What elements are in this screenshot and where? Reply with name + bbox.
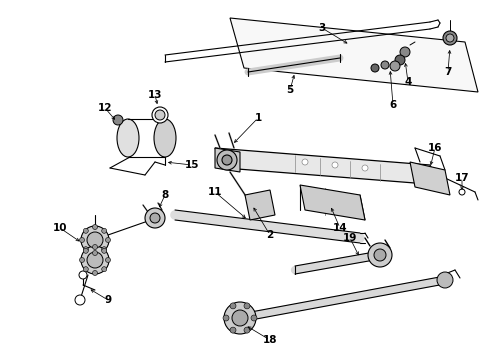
Circle shape [83,228,88,233]
Circle shape [81,226,109,254]
Circle shape [102,228,107,233]
Text: 10: 10 [53,223,67,233]
Text: 15: 15 [185,160,199,170]
Circle shape [302,159,308,165]
Circle shape [102,267,107,272]
Circle shape [102,248,107,253]
Text: 1: 1 [254,113,262,123]
Circle shape [332,162,338,168]
Text: 8: 8 [161,190,169,200]
Circle shape [93,225,98,230]
Circle shape [400,47,410,57]
Circle shape [374,249,386,261]
Circle shape [79,271,87,279]
Circle shape [81,246,109,274]
Circle shape [230,303,236,309]
Circle shape [87,232,103,248]
Circle shape [437,272,453,288]
Text: 6: 6 [390,100,396,110]
Circle shape [443,31,457,45]
Polygon shape [245,190,275,220]
Ellipse shape [154,119,176,157]
Text: 17: 17 [455,173,469,183]
Circle shape [75,295,85,305]
Text: 19: 19 [343,233,357,243]
Circle shape [102,247,107,252]
Text: 2: 2 [267,230,273,240]
Text: 13: 13 [148,90,162,100]
Circle shape [223,315,229,321]
Text: 14: 14 [333,223,347,233]
Circle shape [368,243,392,267]
Circle shape [244,303,250,309]
Circle shape [83,248,88,253]
Text: 11: 11 [208,187,222,197]
Circle shape [251,315,257,321]
Circle shape [232,310,248,326]
Circle shape [381,61,389,69]
Circle shape [105,238,111,243]
Text: 16: 16 [428,143,442,153]
Circle shape [145,208,165,228]
Circle shape [93,244,98,249]
Circle shape [217,150,237,170]
Polygon shape [410,162,450,195]
Circle shape [113,115,123,125]
Circle shape [222,155,232,165]
Circle shape [83,267,88,272]
Circle shape [459,189,465,195]
Polygon shape [230,18,478,92]
Text: 3: 3 [318,23,326,33]
Polygon shape [300,185,365,220]
Circle shape [105,257,111,262]
Circle shape [93,251,98,256]
Ellipse shape [117,119,139,157]
Circle shape [87,252,103,268]
Circle shape [152,107,168,123]
Circle shape [371,64,379,72]
Circle shape [150,213,160,223]
Circle shape [79,257,84,262]
Polygon shape [215,148,440,185]
Circle shape [224,302,256,334]
Circle shape [230,327,236,333]
Text: 7: 7 [444,67,452,77]
Circle shape [390,61,400,71]
Circle shape [446,34,454,42]
Circle shape [79,238,84,243]
Text: 5: 5 [286,85,294,95]
Circle shape [362,165,368,171]
Polygon shape [215,148,240,172]
Circle shape [155,110,165,120]
Text: 18: 18 [263,335,277,345]
Circle shape [244,327,250,333]
Circle shape [93,270,98,275]
Text: 12: 12 [98,103,112,113]
Circle shape [395,55,405,65]
Text: 4: 4 [404,77,412,87]
Text: 9: 9 [104,295,112,305]
Circle shape [83,247,88,252]
